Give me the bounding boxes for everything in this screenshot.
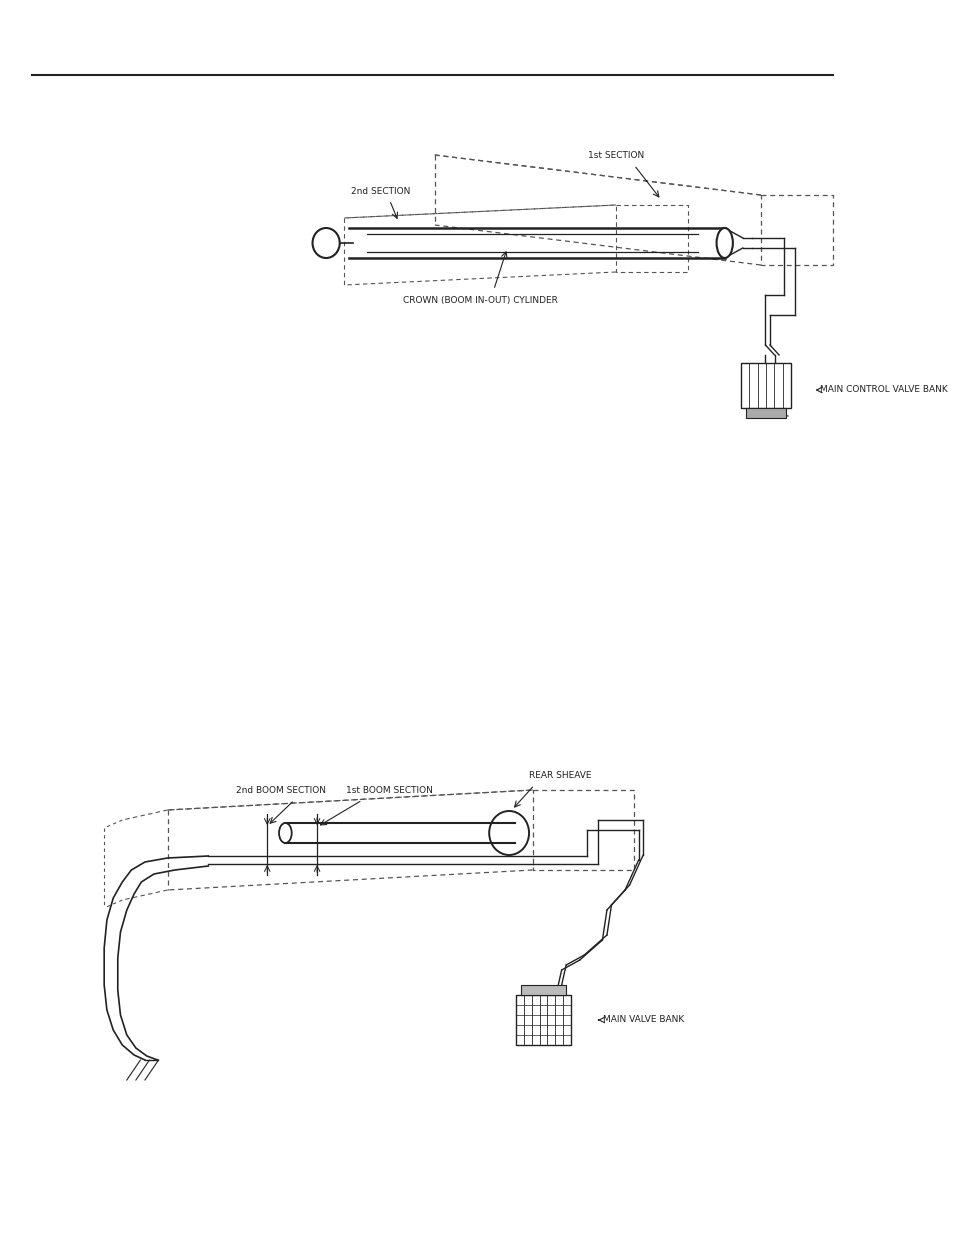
Text: 2nd BOOM SECTION: 2nd BOOM SECTION [235,785,326,795]
Bar [745,408,785,417]
Text: 2nd SECTION: 2nd SECTION [351,186,410,196]
Ellipse shape [716,228,732,258]
Text: 1st SECTION: 1st SECTION [587,151,643,161]
Text: MAIN VALVE BANK: MAIN VALVE BANK [602,1015,684,1025]
Text: REAR SHEAVE: REAR SHEAVE [528,771,591,781]
Ellipse shape [278,823,292,844]
Bar [740,363,790,408]
Bar [520,986,565,995]
Text: MAIN CONTROL VALVE BANK: MAIN CONTROL VALVE BANK [819,385,946,394]
Bar [516,995,570,1045]
Text: 1st BOOM SECTION: 1st BOOM SECTION [346,785,433,795]
Text: CROWN (BOOM IN-OUT) CYLINDER: CROWN (BOOM IN-OUT) CYLINDER [402,296,557,305]
